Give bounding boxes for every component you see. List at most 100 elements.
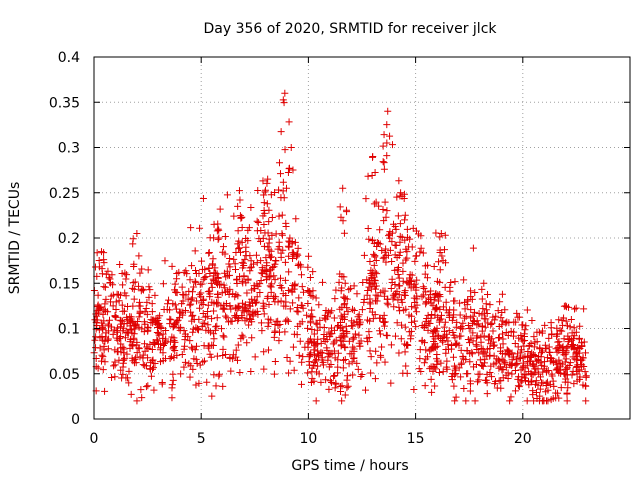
y-tick-label: 0.1 xyxy=(58,322,80,338)
data-point xyxy=(489,327,497,335)
data-point xyxy=(210,307,218,315)
data-point xyxy=(573,377,581,385)
data-point xyxy=(289,166,297,174)
data-point xyxy=(572,350,580,358)
data-point xyxy=(259,212,267,220)
data-point xyxy=(265,346,273,354)
data-point xyxy=(277,284,285,292)
data-point xyxy=(555,394,563,402)
data-point xyxy=(233,356,241,364)
data-point xyxy=(403,225,411,233)
data-point xyxy=(430,296,438,304)
data-point xyxy=(129,302,137,310)
data-point xyxy=(369,153,377,161)
data-point xyxy=(259,177,267,185)
data-point xyxy=(331,295,339,303)
data-point xyxy=(380,131,388,139)
data-point xyxy=(367,369,375,377)
data-point xyxy=(336,203,344,211)
data-point xyxy=(172,319,180,327)
data-point xyxy=(457,373,465,381)
data-point xyxy=(257,269,265,277)
data-point xyxy=(462,397,470,405)
data-point xyxy=(504,332,512,340)
data-point xyxy=(523,306,531,314)
data-point xyxy=(424,311,432,319)
data-point xyxy=(277,249,285,257)
data-point xyxy=(401,323,409,331)
data-point xyxy=(534,356,542,364)
data-point xyxy=(263,179,271,187)
data-point xyxy=(264,292,272,300)
data-point xyxy=(575,334,583,342)
data-point xyxy=(284,242,292,250)
data-point xyxy=(254,186,262,194)
data-point xyxy=(376,226,384,234)
data-point xyxy=(545,343,553,351)
data-point xyxy=(282,223,290,231)
data-point xyxy=(218,289,226,297)
data-point xyxy=(238,238,246,246)
data-point xyxy=(427,287,435,295)
data-point xyxy=(515,373,523,381)
data-point xyxy=(253,280,261,288)
data-point xyxy=(158,379,166,387)
data-point xyxy=(496,298,504,306)
data-point xyxy=(214,235,222,243)
data-point xyxy=(219,351,227,359)
data-point xyxy=(289,249,297,257)
data-point xyxy=(101,300,109,308)
data-point xyxy=(381,358,389,366)
data-point xyxy=(428,310,436,318)
data-point xyxy=(452,341,460,349)
data-point xyxy=(92,333,100,341)
data-point xyxy=(513,309,521,317)
data-point xyxy=(314,350,322,358)
data-point xyxy=(187,296,195,304)
data-point xyxy=(318,349,326,357)
data-point xyxy=(394,296,402,304)
data-point xyxy=(395,349,403,357)
data-point xyxy=(474,320,482,328)
data-point xyxy=(223,267,231,275)
data-point xyxy=(343,304,351,312)
data-point xyxy=(460,384,468,392)
data-point xyxy=(463,347,471,355)
data-point xyxy=(140,286,148,294)
data-point xyxy=(522,371,530,379)
data-point xyxy=(514,382,522,390)
data-point xyxy=(356,342,364,350)
data-point xyxy=(520,370,528,378)
data-point xyxy=(403,278,411,286)
data-point xyxy=(243,339,251,347)
data-point xyxy=(353,359,361,367)
data-point xyxy=(225,260,233,268)
data-point xyxy=(396,238,404,246)
data-point xyxy=(339,327,347,335)
data-point xyxy=(437,315,445,323)
data-point xyxy=(416,248,424,256)
data-point xyxy=(213,227,221,235)
data-point xyxy=(137,386,145,394)
data-point xyxy=(204,308,212,316)
y-axis-title: SRMTID / TECUs xyxy=(7,182,23,295)
data-point xyxy=(330,372,338,380)
data-point xyxy=(102,333,110,341)
data-point xyxy=(132,359,140,367)
data-point xyxy=(265,251,273,259)
data-point xyxy=(299,353,307,361)
data-point xyxy=(490,342,498,350)
data-point xyxy=(219,305,227,313)
data-point xyxy=(388,275,396,283)
data-point xyxy=(486,351,494,359)
data-point xyxy=(391,332,399,340)
data-point xyxy=(100,283,108,291)
data-point xyxy=(502,363,510,371)
data-point xyxy=(108,271,116,279)
data-point xyxy=(431,335,439,343)
data-point xyxy=(241,305,249,313)
data-point xyxy=(519,337,527,345)
data-point xyxy=(149,356,157,364)
data-point xyxy=(397,335,405,343)
data-point xyxy=(343,376,351,384)
